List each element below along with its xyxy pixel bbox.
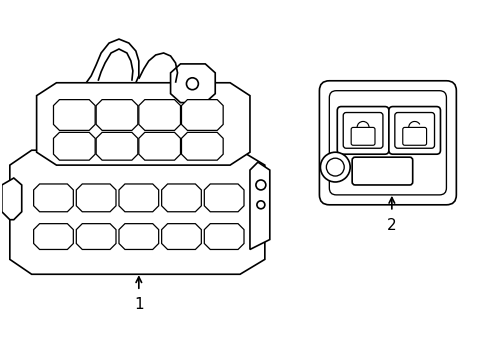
FancyBboxPatch shape xyxy=(351,157,412,185)
Circle shape xyxy=(256,201,264,209)
Polygon shape xyxy=(181,100,223,130)
Circle shape xyxy=(320,152,349,182)
Polygon shape xyxy=(53,132,95,160)
Text: 2: 2 xyxy=(386,218,396,233)
FancyBboxPatch shape xyxy=(337,107,388,154)
Polygon shape xyxy=(37,83,249,165)
FancyBboxPatch shape xyxy=(402,127,426,145)
Polygon shape xyxy=(2,178,21,220)
Polygon shape xyxy=(139,100,180,130)
Polygon shape xyxy=(162,224,201,249)
FancyBboxPatch shape xyxy=(343,113,382,148)
FancyBboxPatch shape xyxy=(394,113,434,148)
Polygon shape xyxy=(204,184,244,212)
Polygon shape xyxy=(76,184,116,212)
FancyBboxPatch shape xyxy=(319,81,455,205)
Text: 1: 1 xyxy=(134,297,143,312)
FancyBboxPatch shape xyxy=(388,107,440,154)
FancyBboxPatch shape xyxy=(350,127,374,145)
Polygon shape xyxy=(249,162,269,249)
Polygon shape xyxy=(204,224,244,249)
Polygon shape xyxy=(76,224,116,249)
Circle shape xyxy=(186,78,198,90)
Polygon shape xyxy=(139,132,180,160)
Polygon shape xyxy=(181,132,223,160)
Polygon shape xyxy=(96,132,138,160)
FancyBboxPatch shape xyxy=(328,91,446,195)
Polygon shape xyxy=(53,100,95,130)
Polygon shape xyxy=(119,224,158,249)
Polygon shape xyxy=(170,64,215,103)
Polygon shape xyxy=(162,184,201,212)
Circle shape xyxy=(325,158,344,176)
Polygon shape xyxy=(34,184,73,212)
Polygon shape xyxy=(119,184,158,212)
Polygon shape xyxy=(96,100,138,130)
Circle shape xyxy=(255,180,265,190)
Polygon shape xyxy=(10,150,264,274)
Polygon shape xyxy=(34,224,73,249)
